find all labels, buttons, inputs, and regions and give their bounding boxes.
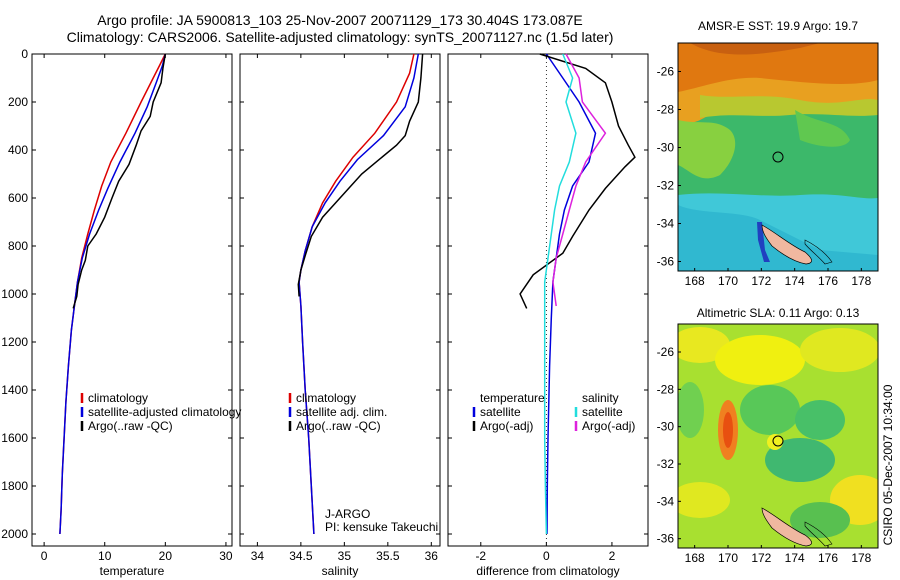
temperature-y-tick-label: 1000 — [1, 287, 28, 301]
temperature-y-tick-label: 200 — [8, 95, 28, 109]
sst-map-title: AMSR-E SST: 19.9 Argo: 19.7 — [698, 19, 858, 33]
credit-text: CSIRO 05-Dec-2007 10:34:00 — [881, 384, 895, 545]
sst-x-tick-label: 168 — [685, 274, 705, 288]
temperature-y-tick-label: 400 — [8, 143, 28, 157]
difference-temperature-legend-label: satellite — [480, 405, 521, 419]
salinity-plot-frame — [239, 53, 441, 547]
sla-map-frame — [677, 323, 879, 549]
difference-series-line — [543, 53, 577, 535]
sst-y-tick-label: -32 — [657, 179, 675, 193]
sla-map-field — [678, 324, 878, 548]
temperature-legend-label: climatology — [88, 391, 148, 405]
sla-x-tick-label: 168 — [685, 551, 705, 565]
sla-y-tick-label: -26 — [657, 345, 675, 359]
temperature-y-tick-label: 2000 — [1, 527, 28, 541]
sst-x-tick-label: 178 — [851, 274, 871, 288]
difference-x-tick-label: -2 — [475, 549, 486, 563]
sst-y-tick-label: -28 — [657, 103, 675, 117]
sst-x-tick-label: 170 — [718, 274, 738, 288]
difference-series-line — [552, 53, 607, 307]
sla-x-tick-label: 176 — [818, 551, 838, 565]
sst-x-tick-label: 174 — [785, 274, 805, 288]
temperature-y-tick-label: 1600 — [1, 431, 28, 445]
temperature-legend-label: satellite-adjusted climatology — [88, 405, 241, 419]
temperature-y-tick-label: 800 — [8, 239, 28, 253]
sla-map-title: Altimetric SLA: 0.11 Argo: 0.13 — [697, 306, 860, 320]
temperature-legend-label: Argo(..raw -QC) — [88, 419, 173, 433]
temperature-y-tick-label: 0 — [21, 47, 28, 61]
temperature-plot-frame — [31, 53, 233, 547]
sla-y-tick-label: -34 — [657, 494, 675, 508]
sla-x-tick-label: 178 — [851, 551, 871, 565]
temperature-series-line — [72, 53, 167, 309]
salinity-annotation-line: PI: kensuke Takeuchi — [325, 520, 438, 534]
temperature-x-tick-label: 10 — [98, 549, 112, 563]
salinity-legend-label: climatology — [296, 391, 356, 405]
sla-map-panel: Altimetric SLA: 0.11 Argo: 0.13 168 170 17… — [657, 306, 879, 565]
difference-series-line — [519, 53, 636, 309]
sst-y-tick-label: -34 — [657, 217, 675, 231]
sla-x-tick-label: 174 — [785, 551, 805, 565]
sst-argo-location-marker — [772, 151, 784, 163]
salinity-legend-label: satellite adj. clim. — [296, 405, 387, 419]
temperature-y-tick-label: 600 — [8, 191, 28, 205]
sla-x-tick-label: 170 — [718, 551, 738, 565]
salinity-x-tick-label: 34 — [251, 549, 265, 563]
sst-map-frame — [677, 42, 879, 272]
figure-title-line2: Climatology: CARS2006. Satellite-adjuste… — [66, 29, 614, 45]
salinity-annotation-line: J-ARGO — [325, 507, 370, 521]
salinity-profile-panel: 34 34.5 35 35.5 36 salinity climatologysatelli… — [239, 53, 441, 578]
temperature-y-tick-label: 1800 — [1, 479, 28, 493]
sst-x-tick-label: 172 — [751, 274, 771, 288]
difference-salinity-legend-label: satellite — [582, 405, 623, 419]
salinity-x-tick-label: 35.5 — [376, 549, 400, 563]
salinity-legend-label: Argo(..raw -QC) — [296, 419, 381, 433]
temperature-x-tick-label: 30 — [219, 549, 233, 563]
temperature-x-axis-label: temperature — [100, 564, 165, 578]
temperature-y-tick-label: 1200 — [1, 335, 28, 349]
temperature-x-tick-label: 20 — [159, 549, 173, 563]
difference-salinity-legend-label: salinity — [582, 391, 619, 405]
salinity-series-line — [298, 53, 415, 535]
sst-y-tick-label: -26 — [657, 65, 675, 79]
sla-y-tick-label: -36 — [657, 532, 675, 546]
salinity-series-line — [297, 53, 424, 297]
temperature-x-tick-label: 0 — [41, 549, 48, 563]
sla-argo-location-marker — [772, 435, 784, 447]
difference-temperature-legend-label: Argo(-adj) — [480, 419, 533, 433]
sla-y-tick-label: -32 — [657, 457, 675, 471]
temperature-series-line — [59, 53, 167, 535]
sla-x-tick-label: 172 — [751, 551, 771, 565]
difference-salinity-legend-label: Argo(-adj) — [582, 419, 635, 433]
salinity-x-axis-label: salinity — [322, 564, 359, 578]
salinity-x-tick-label: 34.5 — [289, 549, 313, 563]
temperature-profile-panel: 0 10 20 30 0 200 400 600 800 1000 1200 1400 1600 1800… — [1, 47, 241, 578]
sst-x-tick-label: 176 — [818, 274, 838, 288]
difference-x-axis-label: difference from climatology — [476, 564, 619, 578]
salinity-x-tick-label: 36 — [425, 549, 439, 563]
difference-x-tick-label: 2 — [609, 549, 616, 563]
sla-y-tick-label: -28 — [657, 382, 675, 396]
difference-temperature-legend-label: temperature — [480, 391, 545, 405]
sst-y-tick-label: -30 — [657, 141, 675, 155]
sst-y-tick-label: -36 — [657, 255, 675, 269]
salinity-x-tick-label: 35 — [338, 549, 352, 563]
difference-series-line — [545, 53, 597, 535]
salinity-series-line — [298, 53, 420, 535]
temperature-y-tick-label: 1400 — [1, 383, 28, 397]
sst-map-field — [678, 43, 878, 271]
difference-plot-frame — [447, 53, 649, 547]
sla-y-tick-label: -30 — [657, 420, 675, 434]
figure-title-line1: Argo profile: JA 5900813_103 25-Nov-2007… — [97, 12, 583, 28]
sst-map-panel: AMSR-E SST: 19.9 Argo: 19.7 168 170 172 174… — [657, 19, 879, 288]
difference-x-tick-label: 0 — [543, 549, 550, 563]
